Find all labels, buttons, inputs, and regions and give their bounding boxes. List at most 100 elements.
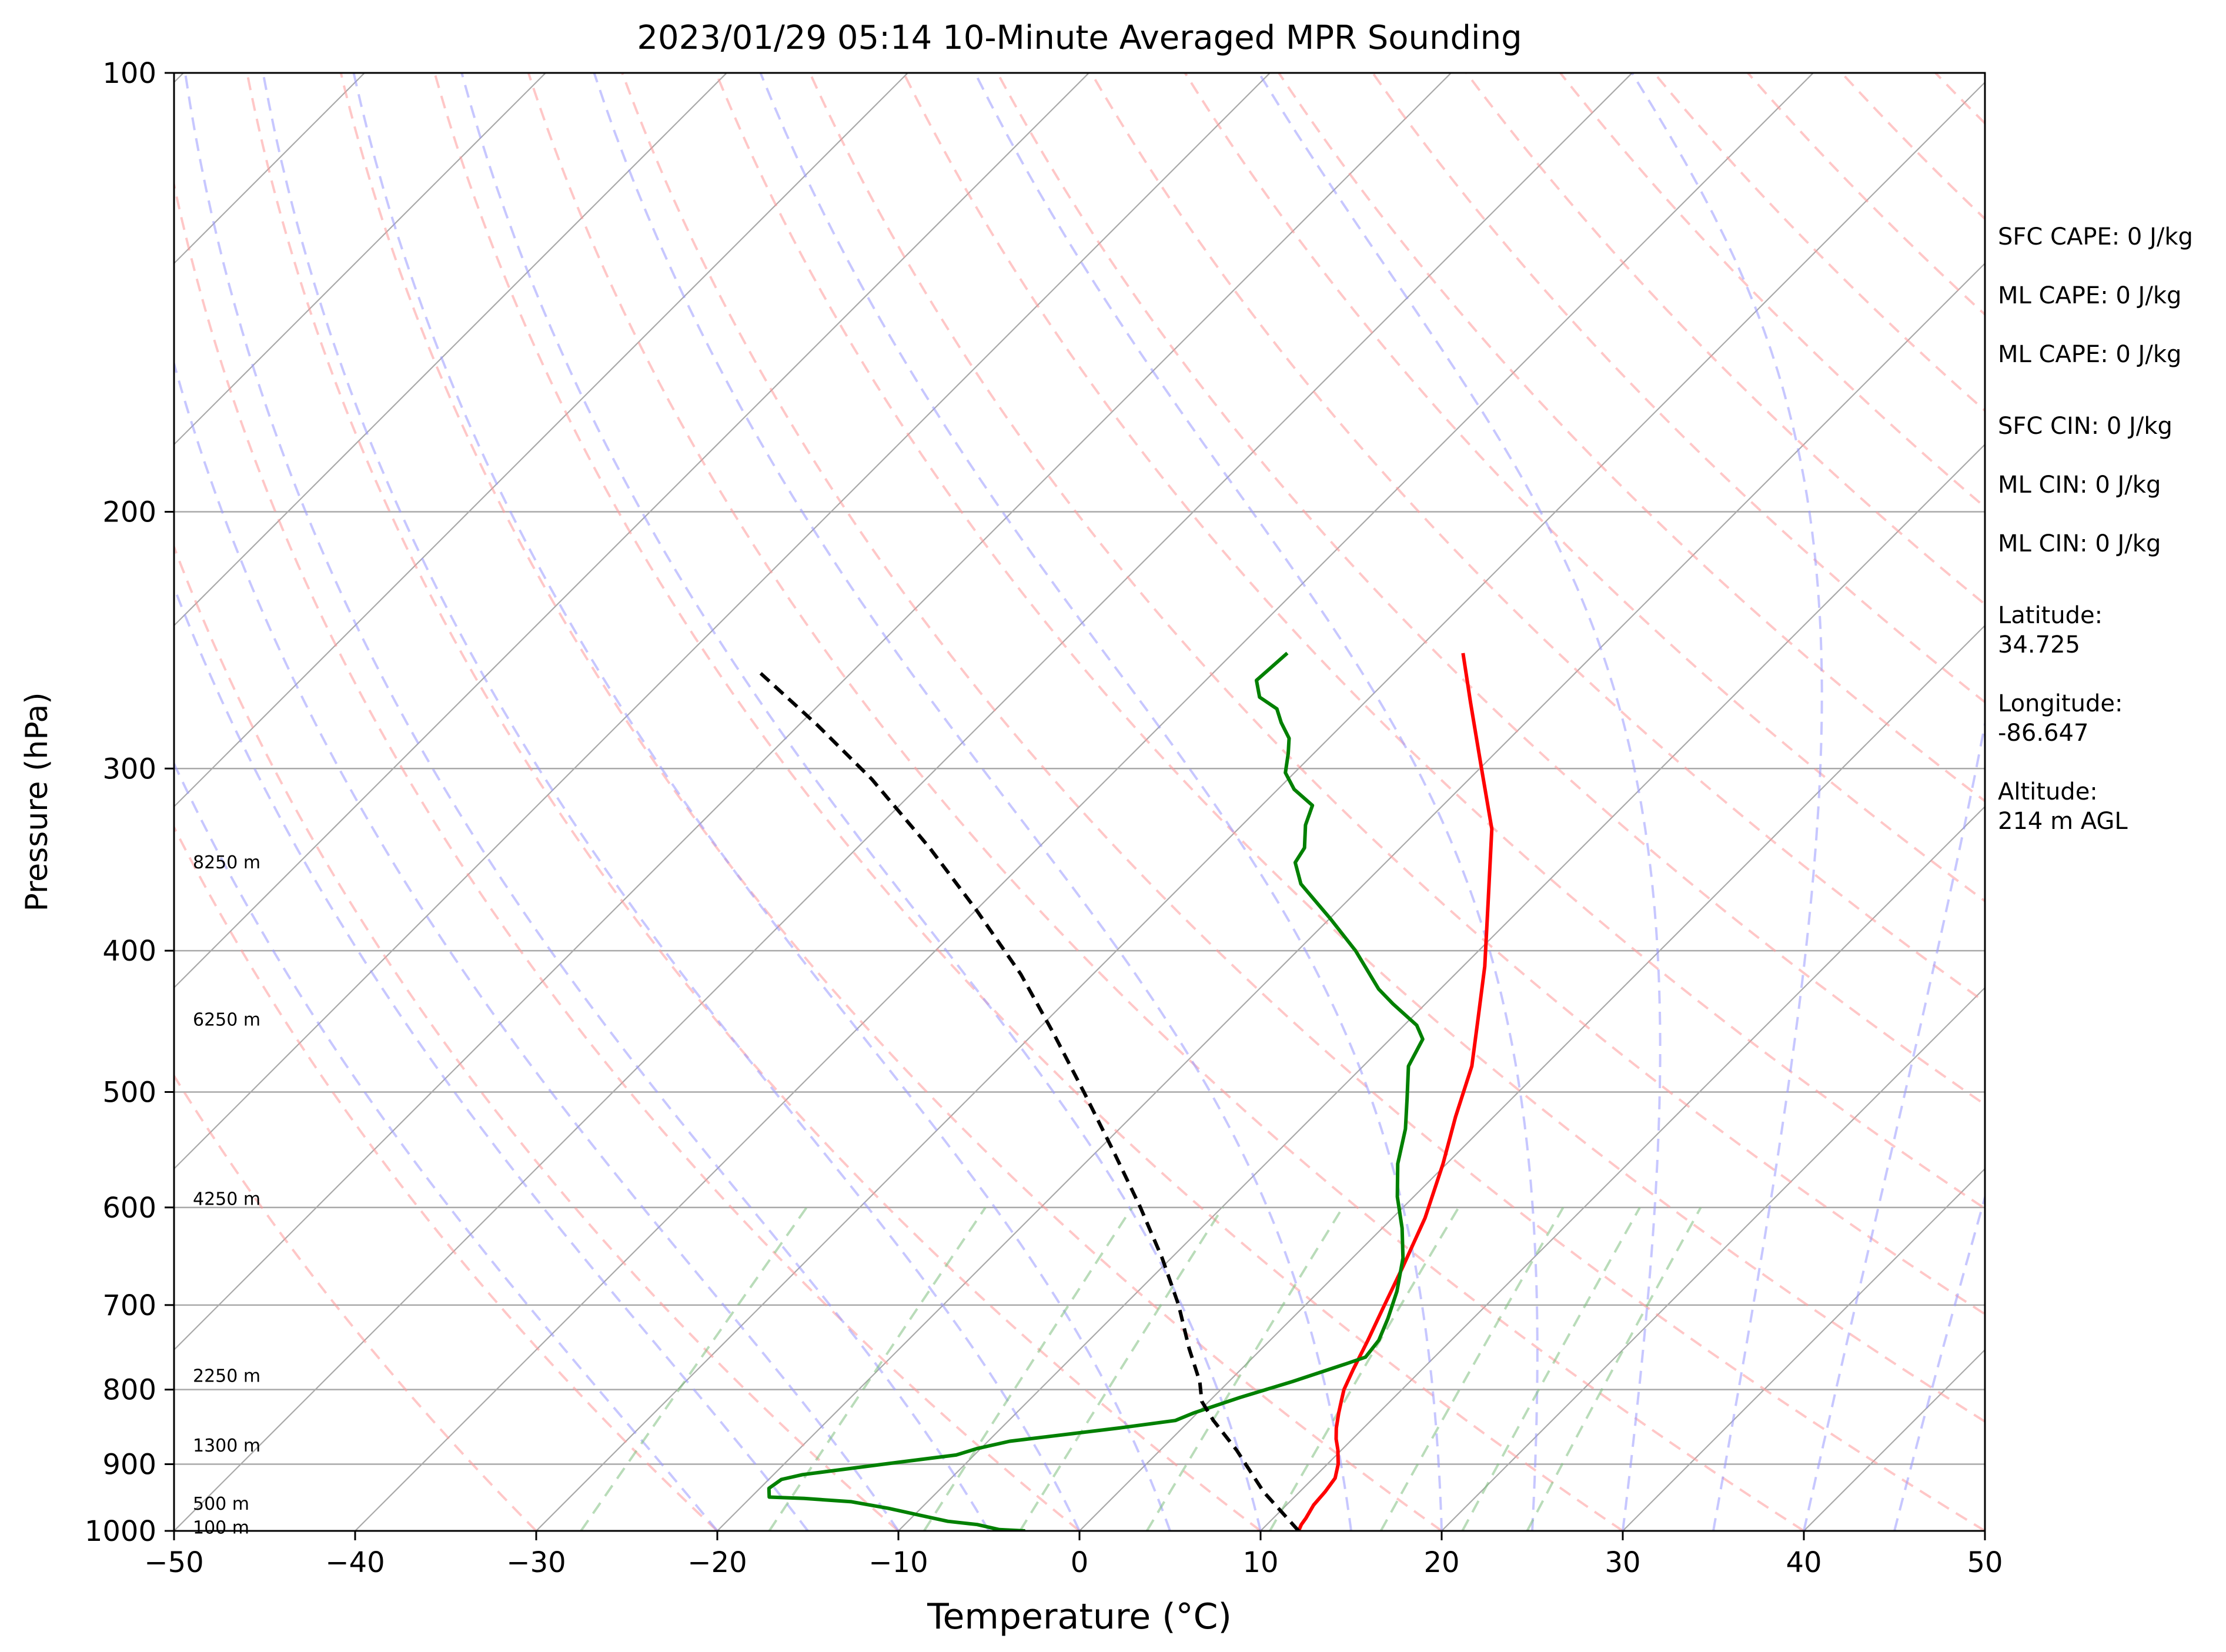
isotherm-line xyxy=(1622,1168,1985,1531)
height-label: 1300 m xyxy=(193,1436,260,1456)
y-tick-label: 700 xyxy=(102,1289,156,1322)
moist-adiabat-line xyxy=(352,73,1171,1531)
isotherm-line xyxy=(174,73,727,627)
moist-adiabat-line xyxy=(174,761,718,1531)
mixing-ratio-line xyxy=(923,1206,1134,1531)
y-tick-label: 300 xyxy=(102,753,156,785)
moist-adiabat-line xyxy=(262,73,1081,1531)
x-tick-label: −20 xyxy=(687,1546,747,1579)
sfc-cin-text: SFC CIN: 0 J/kg xyxy=(1998,413,2172,440)
latitude-label: Latitude: xyxy=(1998,602,2103,629)
isotherm-line xyxy=(1079,624,1985,1531)
height-labels: 8250 m 6250 m 4250 m 2250 m 1300 m 500 m 100 m xyxy=(193,852,260,1538)
isotherm-line xyxy=(174,73,546,446)
y-tick-label: 200 xyxy=(102,496,156,529)
dry-adiabat-line xyxy=(174,543,900,1531)
isotherm-line xyxy=(717,262,1985,1531)
dry-adiabat-line xyxy=(1559,73,1985,509)
moist-adiabat-line xyxy=(460,73,1262,1531)
x-axis-ticks: −50 −40 −30 −20 −10 0 10 20 30 40 50 xyxy=(144,1531,2003,1579)
longitude-label: Longitude: xyxy=(1998,690,2123,717)
isotherm-line xyxy=(174,73,365,265)
isotherm-line xyxy=(174,73,1089,989)
isotherm-line xyxy=(536,81,1985,1531)
y-tick-label: 1000 xyxy=(85,1515,156,1548)
info-panel: SFC CAPE: 0 J/kg ML CAPE: 0 J/kg ML CAPE… xyxy=(1998,223,2193,835)
isotherm-line xyxy=(174,73,1271,1170)
moist-adiabat-line xyxy=(1803,718,1985,1531)
dry-adiabat-line xyxy=(174,179,1081,1531)
isotherm-line xyxy=(355,73,1814,1531)
y-tick-label: 400 xyxy=(102,935,156,968)
mixing-ratio-line xyxy=(1019,1206,1224,1531)
x-tick-label: 40 xyxy=(1786,1546,1821,1579)
dry-adiabat-line xyxy=(174,1074,537,1531)
moist-adiabat-line xyxy=(759,73,1443,1531)
mixing-ratio-line xyxy=(1269,1206,1460,1531)
sfc-cape-text: SFC CAPE: 0 J/kg xyxy=(1998,223,2193,250)
dry-adiabat-line xyxy=(903,73,1985,1210)
moist-adiabat-line xyxy=(1258,73,1662,1531)
x-tick-label: −40 xyxy=(325,1546,385,1579)
moist-adiabat-line xyxy=(184,73,990,1531)
y-tick-label: 900 xyxy=(102,1449,156,1482)
x-tick-label: 20 xyxy=(1423,1546,1459,1579)
plot-frame xyxy=(173,72,1986,1532)
moist-adiabat-line xyxy=(1630,73,1823,1531)
isotherm-line xyxy=(898,443,1985,1531)
dry-adiabat-line xyxy=(527,73,1805,1531)
height-label: 100 m xyxy=(193,1518,249,1539)
latitude-value: 34.725 xyxy=(1998,631,2080,658)
isotherm-line xyxy=(0,73,2,1531)
height-label: 500 m xyxy=(193,1494,249,1514)
x-tick-label: 30 xyxy=(1605,1546,1640,1579)
height-label: 2250 m xyxy=(193,1366,260,1387)
mixing-ratio-line xyxy=(768,1206,987,1531)
ml-cape-text: ML CAPE: 0 J/kg xyxy=(1998,282,2181,309)
altitude-value: 214 m AGL xyxy=(1998,808,2128,835)
mixing-ratio-line xyxy=(1526,1206,1702,1531)
mixing-ratio-line xyxy=(1461,1206,1641,1531)
x-tick-label: −10 xyxy=(868,1546,928,1579)
x-tick-label: 10 xyxy=(1242,1546,1278,1579)
moist-adiabat-line xyxy=(1893,1193,1985,1531)
isotherm-line xyxy=(174,73,908,808)
moist-adiabat-line xyxy=(593,73,1352,1531)
ml-cape-text-2: ML CAPE: 0 J/kg xyxy=(1998,341,2181,368)
moist-adiabat-line xyxy=(974,73,1539,1531)
background-lines xyxy=(0,73,1985,1531)
x-tick-label: 0 xyxy=(1071,1546,1089,1579)
chart-title: 2023/01/29 05:14 10-Minute Averaged MPR … xyxy=(637,19,1522,57)
temperature-profile-line xyxy=(1296,653,1494,1531)
dry-adiabat-line xyxy=(621,73,1985,1531)
x-tick-label: −30 xyxy=(506,1546,566,1579)
y-tick-label: 500 xyxy=(102,1076,156,1109)
mixing-ratio-line xyxy=(1379,1206,1565,1531)
mixing-ratio-line xyxy=(1145,1206,1344,1531)
isotherm-line xyxy=(174,73,1452,1351)
dry-adiabat-line xyxy=(1653,73,1985,412)
y-tick-label: 600 xyxy=(102,1192,156,1225)
dewpoint-profile-line xyxy=(767,651,1425,1531)
isotherm-line xyxy=(174,73,1633,1531)
y-axis-ticks: 100 200 300 400 500 600 700 800 900 1000 xyxy=(85,57,174,1548)
moist-adiabat-line xyxy=(174,584,809,1531)
x-tick-label: 50 xyxy=(1967,1546,2003,1579)
dry-adiabat-line xyxy=(246,73,1262,1531)
longitude-value: -86.647 xyxy=(1998,720,2088,747)
moist-adiabat-line xyxy=(174,359,900,1531)
ml-cin-text: ML CIN: 0 J/kg xyxy=(1998,471,2161,499)
dry-adiabat-line xyxy=(1090,73,1985,1004)
series-lines xyxy=(759,651,1494,1531)
dry-adiabat-line xyxy=(1184,73,1985,903)
height-label: 4250 m xyxy=(193,1189,260,1209)
mixing-ratio-line xyxy=(580,1206,808,1531)
dry-adiabat-line xyxy=(996,73,1985,1106)
x-axis-label: Temperature (°C) xyxy=(927,1596,1232,1637)
y-tick-label: 100 xyxy=(102,57,156,90)
height-label: 8250 m xyxy=(193,852,260,873)
altitude-label: Altitude: xyxy=(1998,778,2098,805)
dry-adiabat-line xyxy=(714,73,1985,1423)
dry-adiabat-line xyxy=(339,73,1443,1531)
